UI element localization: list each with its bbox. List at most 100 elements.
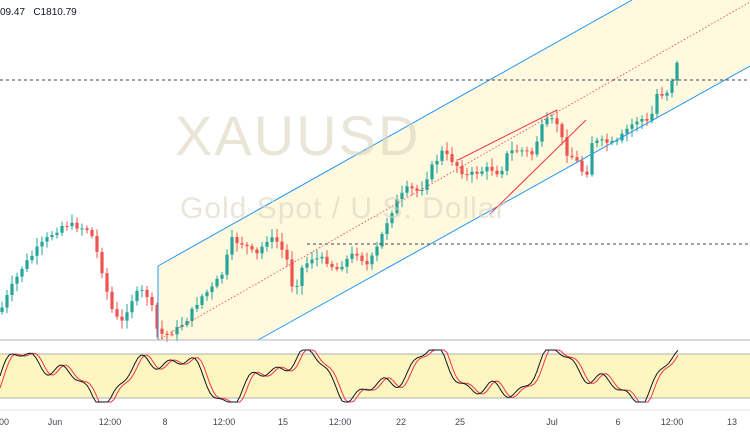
candle-body (450, 154, 454, 163)
candle-body (190, 308, 194, 321)
candle-body (540, 124, 544, 142)
stochastic-k-line (0, 349, 679, 403)
candle-body (135, 290, 139, 302)
candle-body (625, 128, 629, 134)
x-tick-label: Jun (47, 417, 63, 427)
candle-body (40, 241, 44, 247)
candle-body (575, 157, 579, 161)
candle-body (295, 285, 299, 287)
candle-body (400, 192, 404, 200)
candle-body (385, 223, 389, 234)
candle-body (670, 80, 674, 93)
candle-body (495, 170, 499, 175)
candles-group (0, 60, 679, 342)
candle-body (160, 328, 164, 334)
candle-body (530, 151, 534, 155)
candle-body (430, 164, 434, 180)
candle-body (395, 199, 399, 214)
candle-body (535, 141, 539, 155)
wedge-upper-line[interactable] (457, 109, 558, 161)
candle-body (255, 249, 259, 254)
candle-body (305, 263, 309, 268)
candle-body (580, 160, 584, 172)
candle-body (355, 253, 359, 256)
candle-body (200, 296, 204, 305)
candle-body (150, 297, 154, 306)
candle-body (520, 150, 524, 152)
candle-body (170, 334, 174, 336)
candle-body (515, 150, 519, 152)
candle-body (80, 228, 84, 230)
candle-body (45, 237, 49, 242)
candle-body (35, 246, 39, 256)
x-tick-label: 12:00 (98, 417, 122, 427)
candle-body (180, 324, 184, 327)
stochastic-d-line (0, 349, 679, 403)
candle-body (90, 230, 94, 237)
candle-body (675, 62, 679, 81)
candle-body (375, 246, 379, 256)
candle-body (435, 160, 439, 165)
candle-body (410, 186, 414, 189)
candle-body (50, 235, 54, 238)
candle-body (655, 93, 659, 114)
candle-body (380, 233, 384, 247)
candle-body (215, 278, 219, 287)
channel-upper-line[interactable] (157, 0, 633, 267)
candle-body (110, 291, 114, 310)
candle-body (175, 326, 179, 335)
candle-body (610, 140, 614, 143)
candle-body (195, 304, 199, 309)
candle-body (505, 153, 509, 171)
ohlc-readout: 09.47 C1810.79 (0, 7, 77, 18)
candle-body (325, 256, 329, 264)
candle-body (210, 286, 214, 293)
candle-body (75, 222, 79, 229)
candle-body (265, 241, 269, 247)
candle-body (640, 118, 644, 122)
candle-body (490, 166, 494, 171)
candle-body (235, 237, 239, 244)
x-tick-label: Jul (546, 417, 558, 427)
candle-body (130, 301, 134, 313)
candle-body (310, 259, 314, 264)
candle-body (555, 118, 559, 125)
candle-body (10, 283, 14, 296)
wedge-lower-line[interactable] (489, 119, 587, 215)
candle-body (15, 276, 19, 284)
candle-body (650, 113, 654, 121)
candle-body (20, 268, 24, 277)
x-tick-label: 12:00 (328, 417, 352, 427)
candle-body (85, 228, 89, 231)
x-tick-label: 22 (395, 417, 407, 427)
candle-body (565, 137, 569, 156)
x-tick-label: 12:00 (212, 417, 236, 427)
candle-body (340, 266, 344, 270)
candle-body (145, 289, 149, 298)
candle-body (585, 171, 589, 175)
candle-body (480, 171, 484, 174)
x-tick-label: 13 (726, 417, 738, 427)
candle-body (65, 225, 69, 227)
candle-body (425, 179, 429, 190)
candle-body (350, 253, 354, 259)
candle-body (475, 171, 479, 174)
candle-body (280, 241, 284, 250)
candle-body (645, 118, 649, 121)
candle-body (470, 171, 474, 175)
candle-body (560, 124, 564, 138)
candle-body (250, 246, 254, 250)
candle-body (60, 225, 64, 233)
candle-body (460, 166, 464, 175)
candle-body (440, 150, 444, 161)
channel-lower-line[interactable] (257, 65, 750, 341)
candle-body (635, 121, 639, 125)
candle-body (220, 274, 224, 279)
candle-body (115, 309, 119, 317)
channel-midline[interactable] (157, 1, 750, 341)
candle-body (550, 118, 554, 120)
candle-body (290, 259, 294, 287)
candle-body (510, 150, 514, 154)
